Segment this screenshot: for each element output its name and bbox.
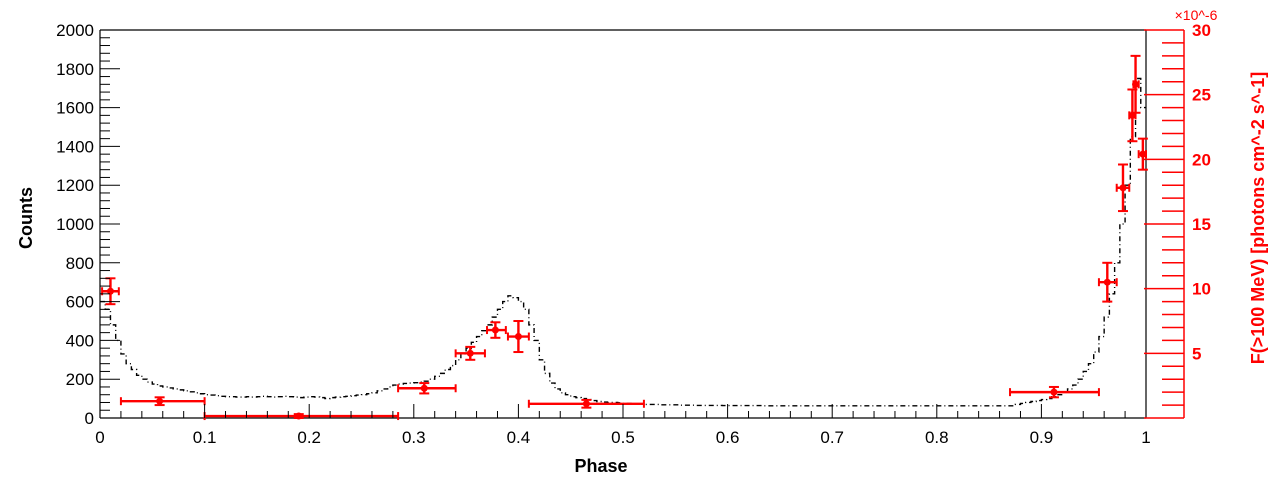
flux-marker bbox=[106, 287, 114, 295]
flux-marker bbox=[514, 333, 522, 341]
right-axis-title: F(>100 MeV) [photons cm^-2 s^-1] bbox=[1248, 72, 1268, 365]
flux-point bbox=[397, 382, 457, 395]
flux-marker bbox=[491, 326, 499, 334]
x-tick-label: 1 bbox=[1141, 428, 1150, 447]
y-tick-label: 1400 bbox=[56, 137, 94, 156]
y-tick-label: 400 bbox=[66, 331, 94, 350]
flux-marker bbox=[582, 400, 590, 408]
flux-marker bbox=[1132, 80, 1140, 88]
y-axis-ticks: 0 200 400 600 800 1000 1200 1400 1600 1800 2000 bbox=[56, 21, 120, 428]
right-axis-multiplier: ×10^-6 bbox=[1175, 7, 1218, 23]
flux-point bbox=[1009, 385, 1100, 399]
right-tick-label: 5 bbox=[1192, 344, 1201, 363]
flux-marker bbox=[1119, 184, 1127, 192]
flux-point bbox=[1115, 163, 1131, 213]
x-tick-label: 0.6 bbox=[716, 428, 740, 447]
flux-point bbox=[1097, 261, 1118, 303]
counts-histogram bbox=[100, 77, 1146, 407]
y-tick-label: 1800 bbox=[56, 60, 94, 79]
flux-errorbars bbox=[101, 54, 1148, 421]
flux-marker bbox=[466, 349, 474, 357]
x-axis-title: Phase bbox=[574, 456, 627, 476]
y-tick-label: 2000 bbox=[56, 21, 94, 40]
y-tick-label: 0 bbox=[85, 409, 94, 428]
flux-point bbox=[1137, 137, 1148, 171]
flux-marker bbox=[1103, 278, 1111, 286]
x-tick-label: 0.5 bbox=[611, 428, 635, 447]
y-tick-label: 1000 bbox=[56, 215, 94, 234]
flux-marker bbox=[1050, 388, 1058, 396]
right-tick-label: 30 bbox=[1192, 21, 1211, 40]
right-tick-label: 25 bbox=[1192, 86, 1211, 105]
x-tick-label: 0.3 bbox=[402, 428, 426, 447]
right-axis-ticks: 5 10 15 20 25 30 bbox=[1144, 21, 1211, 419]
flux-marker bbox=[1139, 150, 1147, 158]
flux-point bbox=[527, 398, 645, 409]
counts-histogram-line bbox=[100, 77, 1146, 407]
flux-marker bbox=[295, 412, 303, 420]
flux-point bbox=[119, 396, 206, 407]
x-tick-label: 0.7 bbox=[820, 428, 844, 447]
plot-frame bbox=[99, 29, 1185, 419]
flux-point bbox=[486, 321, 507, 339]
flux-marker bbox=[420, 384, 428, 392]
y-tick-label: 800 bbox=[66, 254, 94, 273]
flux-point bbox=[203, 412, 400, 421]
right-tick-label: 20 bbox=[1192, 150, 1211, 169]
y-tick-label: 1200 bbox=[56, 176, 94, 195]
x-tick-label: 0.9 bbox=[1030, 428, 1054, 447]
x-tick-label: 0.4 bbox=[507, 428, 531, 447]
right-tick-label: 15 bbox=[1192, 215, 1211, 234]
right-tick-label: 10 bbox=[1192, 280, 1211, 299]
x-tick-label: 0.1 bbox=[193, 428, 217, 447]
x-tick-label: 0 bbox=[95, 428, 104, 447]
y-axis-title: Counts bbox=[16, 187, 36, 249]
y-tick-label: 1600 bbox=[56, 99, 94, 118]
flux-point bbox=[506, 320, 530, 354]
y-tick-label: 600 bbox=[66, 293, 94, 312]
flux-point bbox=[101, 277, 120, 306]
flux-point bbox=[1130, 54, 1141, 114]
x-axis-ticks: 0 0.1 0.2 0.3 0.4 0.5 0.6 0.7 0.8 0.9 1 bbox=[95, 404, 1151, 447]
flux-point bbox=[454, 345, 486, 361]
x-tick-label: 0.8 bbox=[925, 428, 949, 447]
flux-marker bbox=[156, 397, 164, 405]
x-tick-label: 0.2 bbox=[297, 428, 321, 447]
y-tick-label: 200 bbox=[66, 370, 94, 389]
